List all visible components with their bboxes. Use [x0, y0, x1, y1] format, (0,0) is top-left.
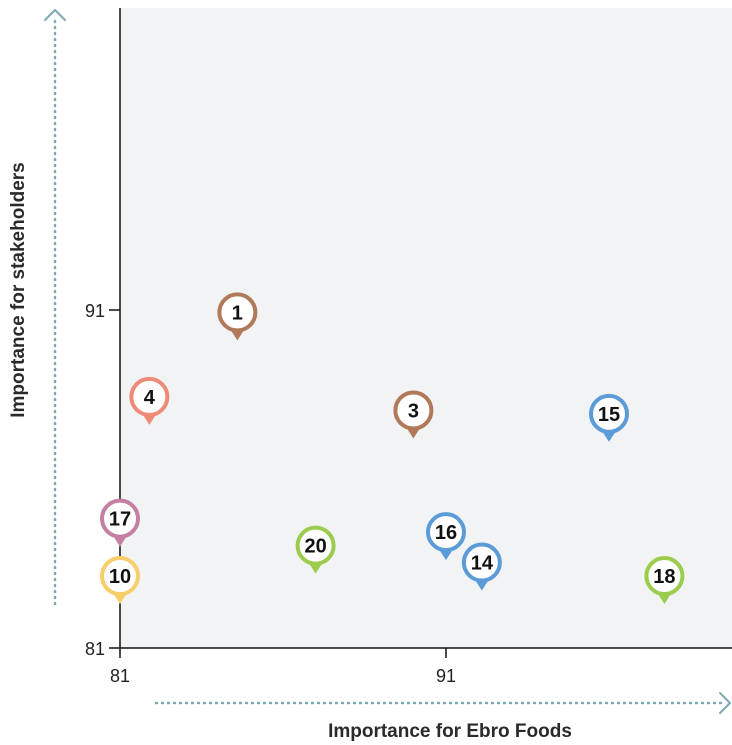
pin-circle-icon — [393, 390, 434, 431]
x-arrow-head-icon — [719, 692, 731, 714]
pin-circle-icon — [644, 556, 685, 597]
point-label: 3 — [408, 400, 419, 422]
ticks: 81 91 81 91 — [85, 301, 456, 686]
data-point-18: 18 — [644, 556, 685, 605]
point-label: 17 — [109, 509, 131, 531]
data-point-14: 14 — [461, 542, 502, 591]
point-label: 15 — [598, 404, 620, 426]
pin-circle-icon — [589, 393, 629, 434]
pin-circle-icon — [295, 525, 336, 566]
data-point-4: 4 — [129, 376, 170, 425]
pin-circle-icon — [217, 292, 258, 333]
point-label: 10 — [109, 566, 131, 588]
pin-circle-icon — [100, 498, 140, 539]
point-label: 16 — [435, 522, 457, 544]
x-axis-title: Importance for Ebro Foods — [328, 721, 572, 742]
data-point-16: 16 — [426, 512, 466, 561]
y-tick-label: 91 — [85, 301, 105, 321]
point-label: 14 — [471, 553, 494, 575]
point-label: 18 — [653, 566, 675, 588]
y-tick-label: 81 — [85, 639, 105, 659]
pin-circle-icon — [461, 542, 502, 583]
y-arrow-head-icon — [44, 9, 66, 21]
axis-arrows — [44, 9, 731, 714]
data-point-17: 17 — [100, 498, 140, 547]
pin-circle-icon — [129, 376, 170, 417]
data-point-1: 1 — [217, 292, 258, 341]
pin-circle-icon — [100, 556, 140, 597]
point-label: 20 — [304, 536, 326, 558]
plot-area — [120, 8, 732, 648]
x-tick-label: 81 — [110, 666, 130, 686]
data-point-20: 20 — [295, 525, 336, 574]
point-label: 1 — [232, 302, 243, 324]
pin-circle-icon — [426, 512, 466, 553]
data-point-15: 15 — [589, 393, 629, 442]
data-point-10: 10 — [100, 556, 140, 605]
point-label: 4 — [144, 387, 156, 409]
data-point-3: 3 — [393, 390, 434, 439]
x-tick-label: 91 — [436, 666, 456, 686]
y-axis-title: Importance for stakeholders — [8, 162, 29, 418]
